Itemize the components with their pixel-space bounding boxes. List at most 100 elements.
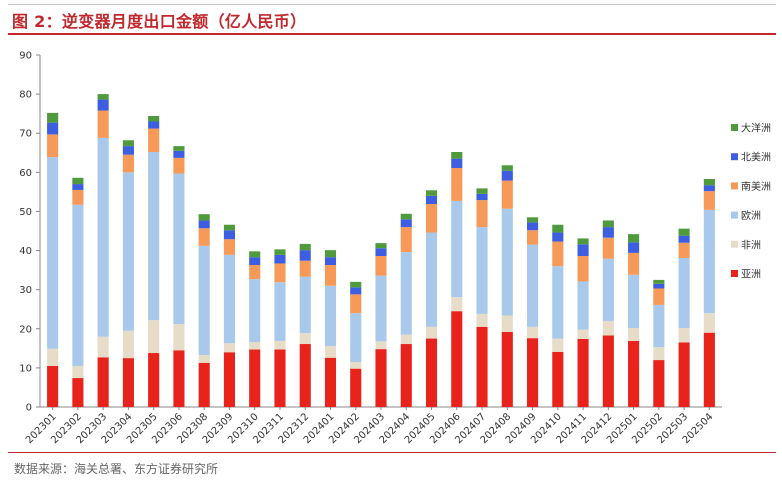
bar-segment <box>653 288 665 305</box>
bar-segment <box>299 260 311 277</box>
bar-segment <box>249 257 261 266</box>
bar-segment <box>122 140 134 147</box>
bar-segment <box>47 122 59 135</box>
bar-segment <box>501 170 513 181</box>
bar-segment <box>678 228 690 236</box>
bar-segment <box>97 137 109 337</box>
bar-segment <box>299 276 311 334</box>
bar-segment <box>577 244 589 257</box>
bar-segment <box>577 329 589 339</box>
bar-segment <box>324 357 337 407</box>
bar-segment <box>223 254 235 344</box>
bar-segment <box>552 266 564 339</box>
bar-segment <box>577 238 589 245</box>
chart-bars <box>47 94 715 407</box>
bar-segment <box>425 326 438 339</box>
bar-segment <box>653 347 665 361</box>
bar-segment <box>299 333 311 345</box>
bar-segment <box>148 353 160 407</box>
bar-segment <box>375 349 387 407</box>
bar-segment <box>628 274 640 328</box>
bar-segment <box>375 341 387 350</box>
bar-segment <box>602 227 614 238</box>
bar-segment <box>324 345 337 358</box>
bar-segment <box>122 172 134 331</box>
bar-segment <box>324 257 337 266</box>
bar-segment <box>375 248 387 257</box>
bar-segment <box>703 313 715 333</box>
data-source-note: 数据来源：海关总署、东方证券研究所 <box>14 462 219 476</box>
y-tick-label: 10 <box>19 363 32 374</box>
bar-segment <box>223 230 235 240</box>
bar-segment <box>375 256 387 276</box>
bar-segment <box>628 340 640 407</box>
bar-segment <box>476 193 488 201</box>
bar-segment <box>425 204 438 233</box>
bar-segment <box>274 254 286 264</box>
legend-label: 南美洲 <box>741 180 771 193</box>
bar-segment <box>628 328 640 341</box>
bar-segment <box>173 350 185 407</box>
legend-swatch <box>731 211 738 219</box>
bar-segment <box>552 338 564 352</box>
bar-segment <box>527 230 539 245</box>
bar-segment <box>400 219 412 228</box>
legend-swatch <box>731 182 738 190</box>
bar-segment <box>602 237 614 259</box>
bar-segment <box>274 263 286 283</box>
bar-segment <box>678 328 690 343</box>
bar-segment <box>274 340 286 350</box>
bar-segment <box>274 349 286 407</box>
bar-segment <box>47 157 59 349</box>
bar-segment <box>602 335 614 407</box>
bar-segment <box>249 342 261 350</box>
bar-segment <box>602 220 614 228</box>
bar-segment <box>198 354 210 363</box>
bar-segment <box>527 326 539 339</box>
bar-segment <box>299 243 311 251</box>
bar-segment <box>451 297 463 312</box>
bar-segment <box>628 242 640 253</box>
bar-segment <box>173 324 185 351</box>
bar-segment <box>451 152 463 159</box>
bar-segment <box>425 232 438 327</box>
bar-segment <box>476 188 488 194</box>
bar-segment <box>425 195 438 205</box>
legend-swatch <box>731 270 738 277</box>
bar-segment <box>678 342 690 407</box>
bar-segment <box>653 304 665 348</box>
bar-segment <box>678 242 690 258</box>
bar-segment <box>72 177 84 185</box>
title-divider <box>8 33 776 35</box>
bar-segment <box>703 191 715 210</box>
y-tick-label: 30 <box>19 285 32 296</box>
bar-segment <box>628 234 640 243</box>
bar-segment <box>72 189 84 205</box>
bar-segment <box>527 222 539 231</box>
bar-segment <box>400 227 412 253</box>
bar-segment <box>703 185 715 192</box>
bar-segment <box>299 344 311 407</box>
bar-segment <box>249 349 261 407</box>
legend-label: 欧洲 <box>741 210 761 222</box>
bar-segment <box>47 112 59 123</box>
bar-segment <box>577 256 589 282</box>
bar-segment <box>173 146 185 151</box>
y-tick-label: 50 <box>19 207 32 218</box>
y-tick-label: 80 <box>19 90 32 101</box>
footer-divider <box>8 452 776 453</box>
bar-segment <box>350 313 362 363</box>
bar-segment <box>703 178 715 186</box>
bar-segment <box>577 281 589 330</box>
bar-segment <box>527 217 539 223</box>
bar-segment <box>198 220 210 229</box>
bar-segment <box>400 334 412 345</box>
bar-segment <box>527 338 539 407</box>
bar-segment <box>122 330 134 359</box>
y-tick-label: 70 <box>19 129 32 140</box>
bar-segment <box>198 245 210 355</box>
bar-segment <box>122 358 134 407</box>
figure-title: 图 2：逆变器月度出口金额（亿人民币） <box>12 12 307 31</box>
bar-segment <box>72 184 84 190</box>
